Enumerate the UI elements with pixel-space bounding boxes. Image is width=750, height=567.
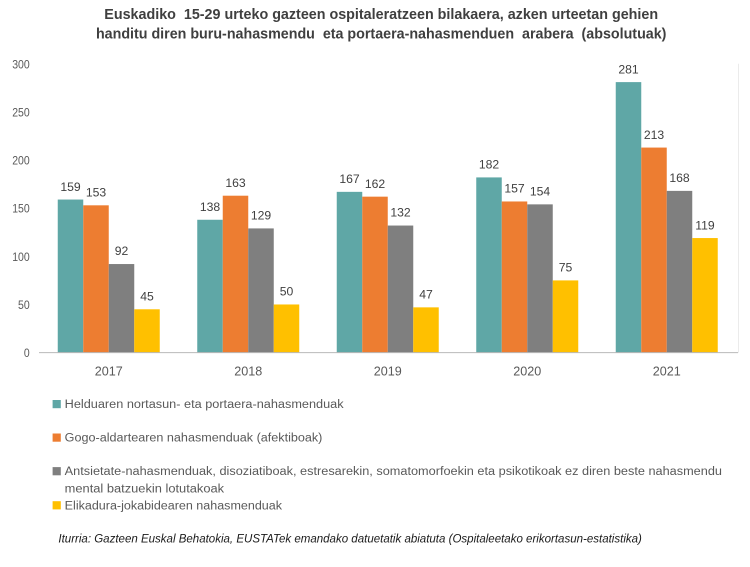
svg-text:119: 119 [695, 218, 715, 232]
svg-text:2017: 2017 [95, 364, 123, 379]
svg-text:129: 129 [251, 209, 272, 223]
svg-text:Gogo-aldartearen nahasmenduak: Gogo-aldartearen nahasmenduak (afektiboa… [65, 433, 323, 445]
svg-text:182: 182 [479, 158, 500, 172]
svg-text:2021: 2021 [653, 364, 681, 379]
svg-text:213: 213 [644, 128, 665, 142]
svg-text:153: 153 [86, 186, 107, 200]
svg-text:2019: 2019 [374, 364, 402, 379]
svg-text:Elikadura-jokabidearen nahasme: Elikadura-jokabidearen nahasmenduak [65, 501, 283, 513]
svg-text:159: 159 [60, 180, 81, 194]
svg-text:handitu diren buru-nahasmendu: handitu diren buru-nahasmendu eta portae… [96, 26, 667, 43]
svg-text:150: 150 [12, 202, 30, 216]
svg-text:75: 75 [559, 261, 573, 275]
svg-text:163: 163 [225, 176, 246, 190]
svg-text:45: 45 [140, 289, 154, 303]
svg-text:mental batzuekin lotutakoak: mental batzuekin lotutakoak [65, 483, 225, 495]
svg-text:47: 47 [419, 288, 433, 302]
svg-text:2018: 2018 [234, 364, 262, 379]
svg-text:281: 281 [618, 62, 639, 76]
svg-text:168: 168 [669, 171, 690, 185]
svg-text:157: 157 [504, 182, 525, 196]
svg-text:Antsietate-nahasmenduak, disoz: Antsietate-nahasmenduak, disoziatiboak, … [65, 466, 722, 478]
svg-text:300: 300 [12, 57, 30, 71]
svg-text:50: 50 [280, 285, 294, 299]
svg-text:2020: 2020 [513, 364, 541, 379]
svg-text:92: 92 [115, 244, 129, 258]
svg-text:Euskadiko 15-29 urteko gaztee: Euskadiko 15-29 urteko gazteen ospitaler… [104, 6, 658, 23]
svg-text:0: 0 [24, 346, 30, 360]
svg-text:162: 162 [365, 177, 386, 191]
svg-text:154: 154 [530, 185, 551, 199]
svg-text:167: 167 [339, 172, 360, 186]
svg-text:Helduaren nortasun- eta portae: Helduaren nortasun- eta portaera-nahasme… [65, 399, 344, 411]
svg-text:50: 50 [18, 298, 30, 312]
svg-text:132: 132 [390, 206, 411, 220]
svg-text:138: 138 [200, 200, 221, 214]
svg-text:250: 250 [12, 106, 30, 120]
svg-text:200: 200 [12, 154, 30, 168]
svg-text:Iturria: Gazteen Euskal Behato: Iturria: Gazteen Euskal Behatokia, EUSTA… [58, 533, 642, 545]
svg-text:100: 100 [12, 250, 30, 264]
